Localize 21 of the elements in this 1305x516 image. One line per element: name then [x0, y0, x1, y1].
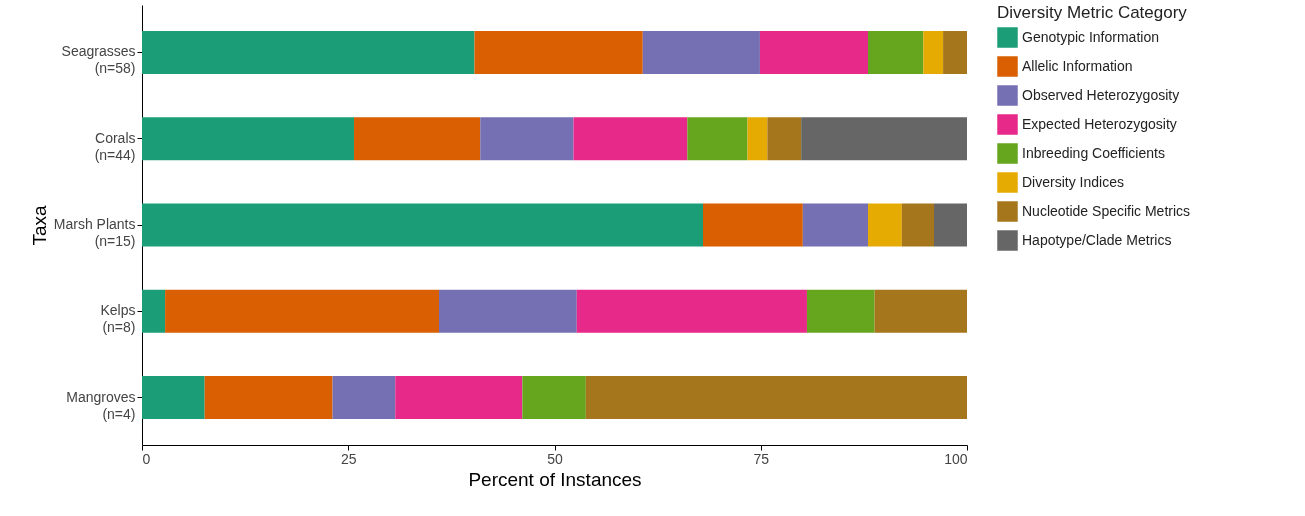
y-tick-label: Marsh Plants (n=15) — [53, 216, 136, 249]
legend-label: Inbreeding Coefficients — [1022, 144, 1165, 161]
x-tick-label: 50 — [547, 450, 563, 467]
legend-label: Observed Heterozygosity — [1022, 86, 1180, 103]
legend-title: Diversity Metric Category — [997, 3, 1188, 22]
x-axis-title: Percent of Instances — [468, 468, 642, 490]
legend-label: Expected Heterozygosity — [1022, 115, 1177, 132]
x-tick-label: 75 — [753, 450, 770, 467]
y-tick-label: Mangroves (n=4) — [66, 388, 136, 422]
legend-label: Nucleotide Specific Metrics — [1022, 202, 1191, 219]
x-tick-label: 100 — [944, 450, 968, 467]
x-tick-label: 25 — [340, 450, 357, 467]
legend-label: Genotypic Information — [1022, 28, 1159, 45]
legend-label: Hapotype/Clade Metrics — [1022, 231, 1172, 248]
y-tick-label: Seagrasses (n=58) — [61, 43, 136, 77]
y-axis-title: Taxa — [28, 205, 50, 246]
y-tick-label: Corals (n=44) — [94, 129, 136, 163]
legend-label: Allelic Information — [1022, 57, 1133, 74]
legend-label: Diversity Indices — [1022, 173, 1124, 190]
x-tick-label: 0 — [142, 450, 151, 467]
y-tick-label: Kelps (n=8) — [100, 302, 136, 336]
